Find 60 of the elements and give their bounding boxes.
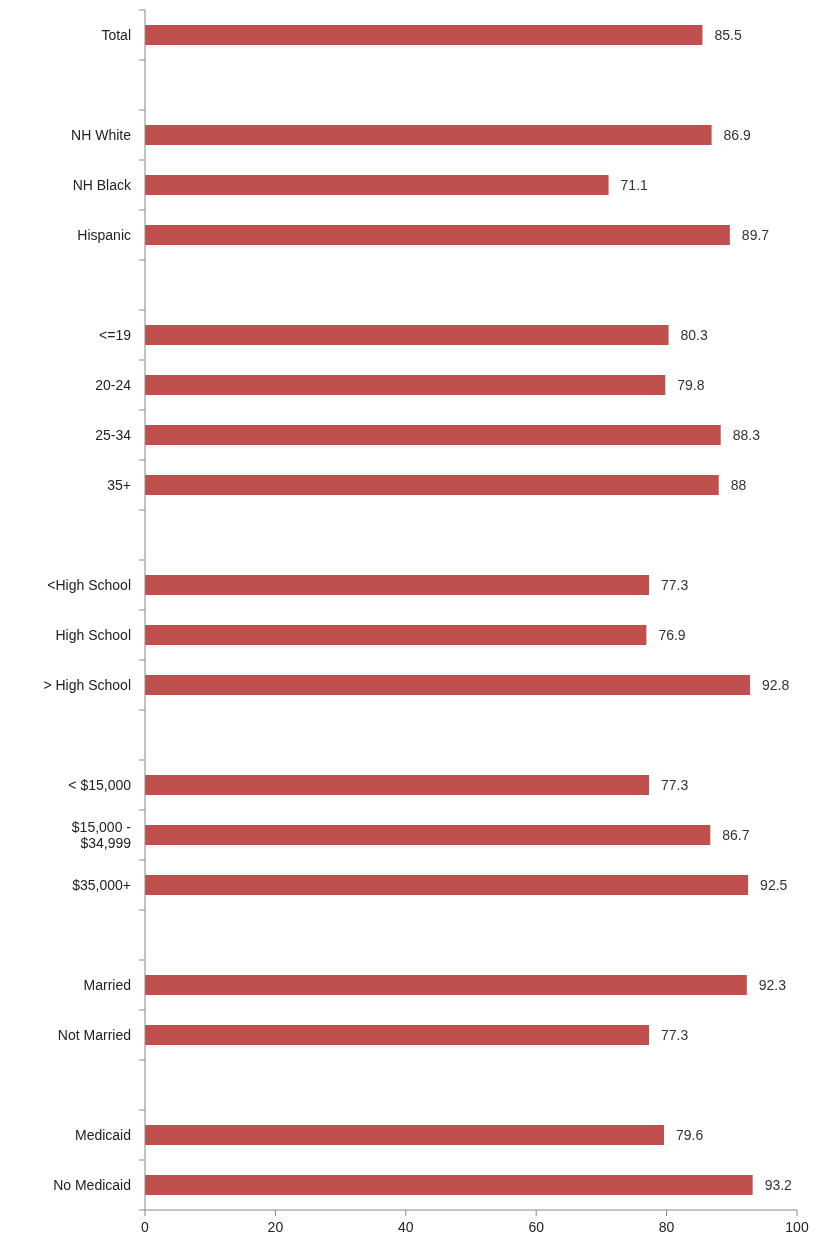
data-label: 85.5 [714,26,742,43]
y-tick-label: 25-34 [95,426,132,443]
bar [145,775,649,795]
bar [145,625,647,645]
y-tick-label: Married [83,976,131,993]
y-tick-label: > High School [43,676,131,693]
bar [145,975,747,995]
x-tick-label: 100 [785,1219,809,1235]
x-tick-label: 80 [658,1219,675,1235]
bar [145,1175,753,1195]
x-tick-label: 0 [141,1219,150,1235]
y-tick-label: 20-24 [95,376,132,393]
data-label: 77.3 [661,776,689,793]
y-tick-label: Hispanic [77,226,131,243]
data-label: 93.2 [764,1176,793,1193]
data-label: 79.6 [675,1126,704,1143]
data-label: 76.9 [658,626,686,643]
y-tick-label: Total [101,26,131,43]
bar [145,125,712,145]
data-label: 92.3 [758,976,787,993]
y-tick-label: $35,000+ [72,876,131,893]
bar [145,575,649,595]
y-tick-label: <=19 [99,326,132,343]
data-label: 86.7 [722,826,750,843]
bar [145,425,721,445]
y-tick-label: Not Married [57,1026,131,1043]
bar [145,1025,649,1045]
x-tick-label: 40 [398,1219,414,1235]
y-tick-label: No Medicaid [53,1176,131,1193]
y-tick-label: < $15,000 [68,776,132,793]
bar [145,875,749,895]
y-tick-label: NH Black [72,176,132,193]
data-label: 77.3 [661,1026,689,1043]
x-tick-label: 60 [528,1219,545,1235]
data-label: 92.8 [762,676,790,693]
bar [145,825,711,845]
data-label: 80.3 [680,326,709,343]
bar [145,375,666,395]
y-tick-label: Medicaid [74,1126,131,1143]
bar [145,475,719,495]
bar [145,25,703,45]
y-tick-label: High School [55,626,131,643]
data-label: 86.9 [723,126,752,143]
bar [145,675,751,695]
bar [145,225,730,245]
y-tick-label: 35+ [107,476,131,493]
bar [145,1125,664,1145]
y-tick-label: NH White [71,126,132,143]
x-tick-label: 20 [267,1219,284,1235]
data-label: 89.7 [741,226,770,243]
data-label: 71.1 [620,176,649,193]
data-label: 92.5 [760,876,788,893]
data-label: 79.8 [677,376,705,393]
bar [145,325,669,345]
data-label: 88.3 [732,426,761,443]
y-tick-label: $15,000 - $34,999 [71,818,132,851]
y-tick-label: <High School [47,576,131,593]
data-label: 88 [730,476,747,493]
data-label: 77.3 [661,576,689,593]
bar [145,175,609,195]
